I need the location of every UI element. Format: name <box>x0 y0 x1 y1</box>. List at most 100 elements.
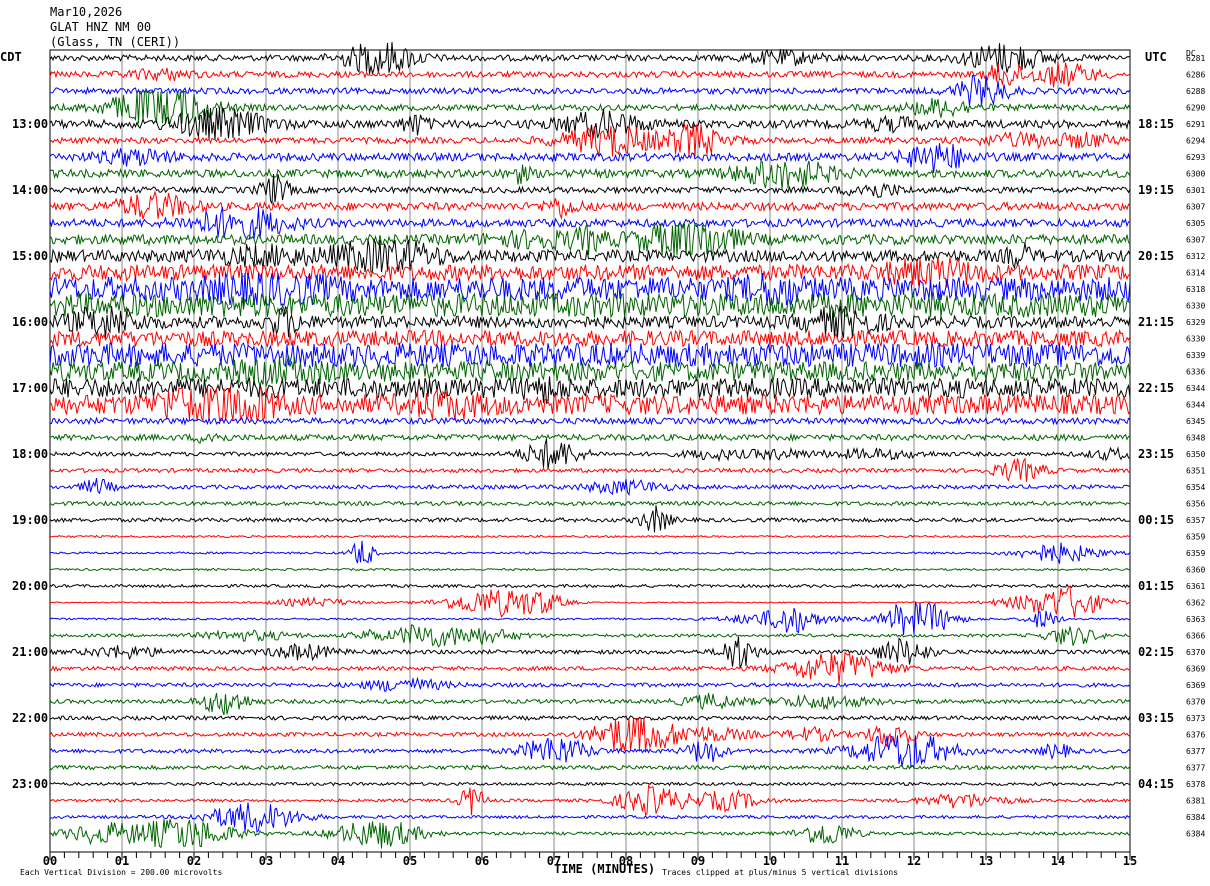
right-time-label: 02:15 <box>1138 645 1174 659</box>
dc-offset-label: 6330 <box>1186 302 1205 311</box>
dc-offset-label: 6370 <box>1186 648 1205 657</box>
trace-line <box>49 802 1131 833</box>
trace-line <box>49 718 1131 751</box>
right-time-label: 19:15 <box>1138 183 1174 197</box>
x-tick-label: 05 <box>403 854 417 868</box>
right-time-label: 18:15 <box>1138 117 1174 131</box>
left-time-label: 13:00 <box>12 117 48 131</box>
dc-offset-label: 6339 <box>1186 351 1205 360</box>
x-tick-label: 04 <box>331 854 345 868</box>
time-labels: 6281 6286 6288 6290 6291 6294 6293 6300 6301 6307… <box>12 54 1205 839</box>
right-time-label: 00:15 <box>1138 513 1174 527</box>
dc-offset-label: 6288 <box>1186 87 1205 96</box>
trace-line <box>49 341 1131 369</box>
trace-line <box>49 257 1131 289</box>
trace-line <box>49 387 1131 423</box>
trace-line <box>49 540 1131 564</box>
trace-line <box>49 432 1131 445</box>
dc-offset-label: 6359 <box>1186 549 1205 558</box>
dc-offset-label: 6294 <box>1186 137 1205 146</box>
dc-offset-label: 6384 <box>1186 830 1205 839</box>
right-time-label: 04:15 <box>1138 777 1174 791</box>
dc-offset-label: 6336 <box>1186 368 1205 377</box>
right-time-label: 01:15 <box>1138 579 1174 593</box>
x-tick-label: 15 <box>1123 854 1137 868</box>
trace-line <box>49 206 1131 240</box>
trace-line <box>49 173 1131 206</box>
dc-offset-label: 6318 <box>1186 285 1205 294</box>
x-tick-label: 03 <box>259 854 273 868</box>
dc-offset-label: 6290 <box>1186 104 1205 113</box>
dc-offset-label: 6312 <box>1186 252 1205 261</box>
dc-header: DC <box>1186 49 1196 58</box>
dc-offset-label: 6361 <box>1186 582 1205 591</box>
dc-offset-label: 6362 <box>1186 599 1205 608</box>
left-time-label: 21:00 <box>12 645 48 659</box>
trace-line <box>49 781 1131 787</box>
trace-line <box>49 223 1131 257</box>
trace-line <box>49 416 1131 426</box>
dc-offset-label: 6354 <box>1186 483 1205 492</box>
location-label: (Glass, TN (CERI)) <box>50 35 180 49</box>
dc-offset-label: 6351 <box>1186 467 1205 476</box>
trace-line <box>49 505 1131 533</box>
dc-offset-label: 6344 <box>1186 401 1205 410</box>
dc-offset-label: 6370 <box>1186 698 1205 707</box>
dc-offset-label: 6286 <box>1186 71 1205 80</box>
trace-line <box>49 189 1131 221</box>
trace-line <box>49 624 1131 648</box>
dc-offset-label: 6363 <box>1186 615 1205 624</box>
trace-line <box>49 500 1131 507</box>
dc-offset-label: 6350 <box>1186 450 1205 459</box>
dc-offset-label: 6369 <box>1186 681 1205 690</box>
trace-line <box>49 735 1131 769</box>
trace-line <box>49 143 1131 174</box>
trace-line <box>49 534 1131 539</box>
right-time-label: 03:15 <box>1138 711 1174 725</box>
trace-line <box>49 457 1131 482</box>
trace-line <box>49 636 1131 669</box>
dc-offset-label: 6293 <box>1186 153 1205 162</box>
dc-offset-label: 6359 <box>1186 533 1205 542</box>
trace-line <box>49 272 1131 307</box>
dc-offset-label: 6377 <box>1186 747 1205 756</box>
clip-note: Traces clipped at plus/minus 5 vertical … <box>662 868 898 877</box>
x-tick-label: 10 <box>763 854 777 868</box>
x-tick-label: 06 <box>475 854 489 868</box>
trace-line <box>49 305 1131 339</box>
left-time-label: 16:00 <box>12 315 48 329</box>
plot-frame <box>49 49 1131 853</box>
dc-offset-label: 6356 <box>1186 500 1205 509</box>
x-axis-title: TIME (MINUTES) <box>554 862 655 876</box>
trace-line <box>49 714 1131 722</box>
left-time-label: 18:00 <box>12 447 48 461</box>
date-label: Mar10,2026 <box>50 5 122 19</box>
trace-line <box>49 692 1131 716</box>
trace-line <box>49 90 1131 125</box>
dc-offset-label: 6307 <box>1186 203 1205 212</box>
dc-offset-label: 6384 <box>1186 813 1205 822</box>
trace-line <box>49 764 1131 771</box>
dc-offset-label: 6366 <box>1186 632 1205 641</box>
trace-line <box>49 567 1131 572</box>
dc-offset-label: 6301 <box>1186 186 1205 195</box>
dc-offset-label: 6300 <box>1186 170 1205 179</box>
trace-line <box>49 583 1131 589</box>
traces <box>49 41 1131 849</box>
dc-offset-label: 6373 <box>1186 714 1205 723</box>
left-time-label: 23:00 <box>12 777 48 791</box>
dc-offset-label: 6348 <box>1186 434 1205 443</box>
trace-line <box>49 328 1131 348</box>
dc-offset-label: 6357 <box>1186 516 1205 525</box>
right-time-label: 21:15 <box>1138 315 1174 329</box>
left-time-label: 22:00 <box>12 711 48 725</box>
dc-offset-label: 6314 <box>1186 269 1205 278</box>
trace-line <box>49 355 1131 388</box>
left-time-label: 14:00 <box>12 183 48 197</box>
right-time-label: 22:15 <box>1138 381 1174 395</box>
left-axis-label: CDT <box>0 50 22 64</box>
x-tick-label: 14 <box>1051 854 1065 868</box>
trace-line <box>49 651 1131 684</box>
dc-offset-label: 6345 <box>1186 417 1205 426</box>
left-time-label: 19:00 <box>12 513 48 527</box>
